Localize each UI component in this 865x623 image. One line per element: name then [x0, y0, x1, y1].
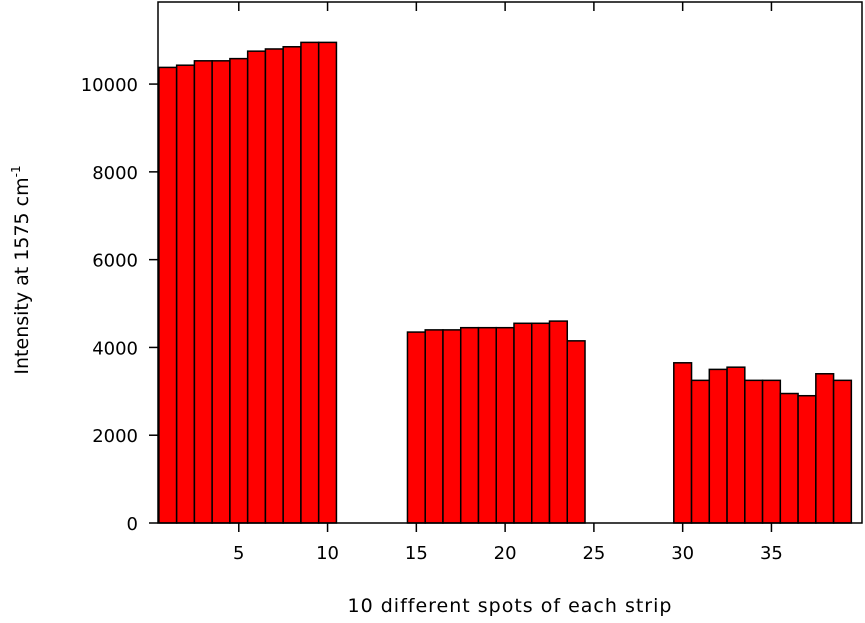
bar [513, 322, 533, 524]
y-tick-label: 10000 [81, 75, 138, 96]
x-tick-label: 30 [671, 543, 694, 564]
bar [459, 326, 480, 524]
bar [246, 50, 267, 524]
bar [815, 373, 835, 524]
bar [832, 379, 853, 524]
bar [175, 64, 196, 524]
bar [424, 329, 444, 524]
bar [158, 66, 178, 524]
bar [300, 41, 320, 524]
bar [442, 329, 462, 524]
x-tick-label: 10 [316, 543, 339, 564]
bar [406, 331, 426, 524]
bar [264, 48, 284, 524]
y-tick-label: 6000 [92, 251, 138, 272]
bar [708, 368, 728, 524]
y-tick-label: 8000 [92, 163, 138, 184]
bar [317, 41, 338, 524]
y-tick-label: 4000 [92, 338, 138, 359]
bar [477, 326, 497, 524]
bar [673, 362, 693, 524]
y-axis-label-superscript: -1 [9, 165, 23, 177]
bar [193, 60, 213, 524]
y-axis-label: Intensity at 1575 cm-1 [9, 165, 33, 374]
x-tick-label: 25 [582, 543, 605, 564]
bar [779, 392, 799, 524]
x-tick-label: 5 [233, 543, 244, 564]
x-tick-label: 20 [494, 543, 517, 564]
bar [548, 320, 569, 524]
y-tick-label: 0 [127, 514, 138, 535]
bar [531, 322, 551, 524]
bar [229, 57, 249, 524]
bar [566, 340, 586, 524]
bar [726, 366, 746, 524]
bar [282, 46, 302, 524]
y-axis-label-text: Intensity at 1575 cm [11, 177, 33, 374]
bar [797, 394, 817, 524]
bar [211, 60, 231, 524]
bar [495, 326, 515, 524]
bar [744, 379, 764, 524]
x-tick-label: 35 [760, 543, 783, 564]
x-axis-label: 10 different spots of each strip [348, 595, 673, 617]
bar [761, 379, 782, 524]
plot-frame [157, 1, 863, 524]
bar [690, 379, 711, 524]
y-tick-label: 2000 [92, 426, 138, 447]
x-tick-label: 15 [405, 543, 428, 564]
